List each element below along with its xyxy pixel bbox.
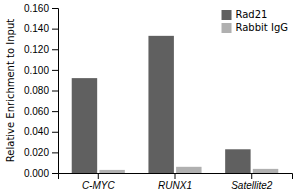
legend-swatch	[222, 10, 232, 20]
y-tick-label: 0.100	[24, 65, 49, 76]
y-tick-label: 0.080	[24, 85, 49, 96]
x-axis-line	[59, 174, 293, 180]
x-tick-mark	[98, 173, 99, 179]
y-tick-label: 0.060	[24, 106, 49, 117]
y-tick: 0.160	[24, 3, 58, 14]
y-tick-mark	[52, 29, 58, 30]
y-tick-mark	[52, 8, 58, 9]
y-tick-mark	[52, 91, 58, 92]
series	[99, 167, 278, 173]
x-tick-mark	[251, 173, 252, 179]
y-axis-title: Relative Enrichment to Input	[5, 19, 16, 162]
y-tick: 0.020	[24, 147, 58, 158]
bar	[99, 170, 124, 173]
y-tick: 0.000	[24, 168, 58, 179]
plot: 0.000 0.020 0.040 0.060 0.080 0.100 0.120 0.140…	[24, 3, 293, 191]
y-tick-label: 0.120	[24, 44, 49, 55]
y-tick: 0.140	[24, 23, 58, 34]
x-tick-label: RUNX1	[158, 180, 192, 191]
bar	[72, 78, 97, 173]
y-tick-mark	[52, 111, 58, 112]
legend: Rad21 Rabbit IgG	[222, 9, 288, 33]
series	[72, 36, 251, 173]
y-axis-line	[52, 9, 59, 174]
y-tick-mark	[52, 49, 58, 50]
bar	[253, 169, 278, 173]
y-tick: 0.040	[24, 126, 58, 137]
legend-item: Rad21	[222, 9, 268, 20]
x-axis: C-MYC RUNX1 Satellite2	[59, 173, 293, 191]
y-tick-mark	[52, 70, 58, 71]
bar	[176, 167, 201, 173]
legend-swatch	[222, 23, 232, 33]
chart: 0.000 0.020 0.040 0.060 0.080 0.100 0.120 0.140…	[0, 0, 300, 195]
x-tick: C-MYC	[82, 173, 116, 191]
legend-item: Rabbit IgG	[222, 22, 288, 33]
y-tick-mark	[52, 132, 58, 133]
y-tick-mark	[52, 173, 58, 174]
bar	[225, 149, 250, 173]
bar	[148, 36, 173, 173]
y-tick-label: 0.040	[24, 126, 49, 137]
x-tick: RUNX1	[158, 173, 192, 191]
y-tick: 0.120	[24, 44, 58, 55]
y-axis: 0.000 0.020 0.040 0.060 0.080 0.100 0.120 0.140…	[24, 3, 59, 179]
x-tick-label: Satellite2	[231, 180, 273, 191]
y-tick-label: 0.140	[24, 23, 49, 34]
bars	[72, 36, 279, 173]
legend-label: Rad21	[236, 9, 268, 20]
y-tick-mark	[52, 152, 58, 153]
x-tick-label: C-MYC	[82, 180, 116, 191]
y-tick-label: 0.160	[24, 3, 49, 14]
y-tick-label: 0.000	[24, 168, 49, 179]
legend-label: Rabbit IgG	[236, 22, 288, 33]
y-tick: 0.060	[24, 106, 58, 117]
y-tick-label: 0.020	[24, 147, 49, 158]
x-tick-mark	[175, 173, 176, 179]
y-tick: 0.100	[24, 65, 58, 76]
x-tick: Satellite2	[231, 173, 273, 191]
y-tick: 0.080	[24, 85, 58, 96]
